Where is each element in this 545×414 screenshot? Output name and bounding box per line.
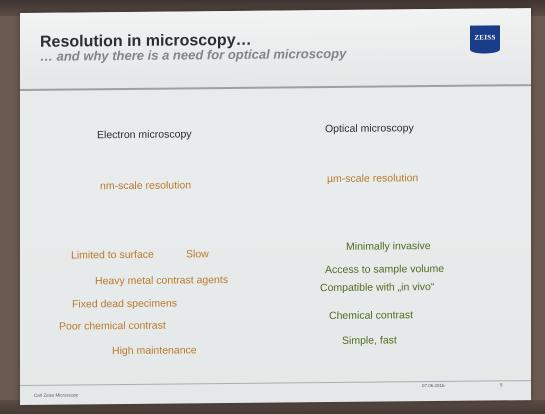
item-high-maintenance: High maintenance bbox=[112, 344, 197, 358]
footer-page-number: 5 bbox=[500, 382, 503, 388]
logo-text: ZEISS bbox=[474, 33, 496, 42]
item-limited-to-surface: Limited to surface bbox=[71, 248, 154, 262]
footer-divider bbox=[20, 380, 531, 386]
electron-resolution: nm-scale resolution bbox=[100, 179, 192, 193]
item-fixed-dead: Fixed dead specimens bbox=[72, 297, 178, 311]
footer-company: Carl Zeiss Microscopy bbox=[34, 392, 79, 398]
zeiss-logo: ZEISS bbox=[470, 25, 500, 54]
optical-resolution: µm-scale resolution bbox=[327, 172, 419, 186]
item-access-sample: Access to sample volume bbox=[325, 262, 445, 277]
item-poor-contrast: Poor chemical contrast bbox=[59, 319, 166, 333]
slide-subtitle: … and why there is a need for optical mi… bbox=[40, 45, 347, 64]
item-chemical-contrast: Chemical contrast bbox=[329, 309, 414, 323]
item-heavy-metal: Heavy metal contrast agents bbox=[95, 274, 229, 288]
projected-slide: Resolution in microscopy… … and why ther… bbox=[20, 8, 531, 405]
item-in-vivo: Compatible with „in vivo“ bbox=[320, 281, 435, 295]
item-minimally-invasive: Minimally invasive bbox=[346, 240, 431, 253]
item-slow: Slow bbox=[186, 248, 209, 261]
electron-heading: Electron microscopy bbox=[97, 128, 192, 142]
footer-date: 07.06.2016 bbox=[422, 382, 445, 389]
optical-heading: Optical microscopy bbox=[325, 122, 414, 136]
item-simple-fast: Simple, fast bbox=[342, 334, 397, 347]
